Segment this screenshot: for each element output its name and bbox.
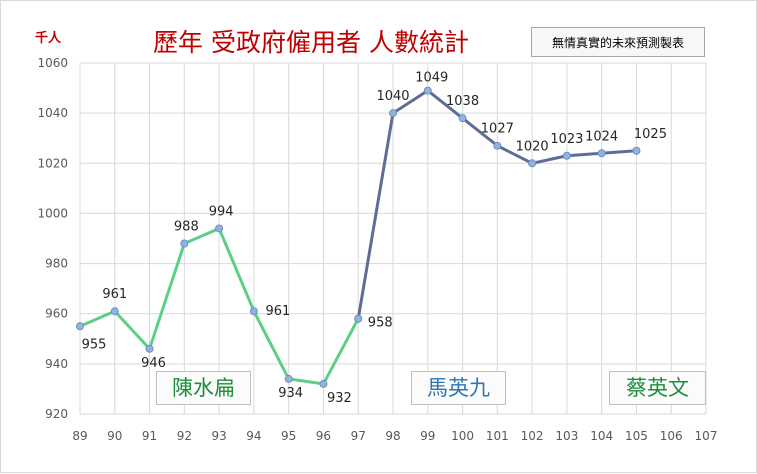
x-tick-label: 91 (142, 429, 157, 443)
data-point (597, 149, 606, 158)
x-tick-label: 98 (385, 429, 400, 443)
x-tick-label: 105 (625, 429, 648, 443)
data-point (284, 374, 293, 383)
data-label: 1040 (376, 89, 409, 104)
y-axis-unit-label: 千人 (35, 31, 62, 46)
x-tick-label: 107 (695, 429, 718, 443)
data-label: 958 (368, 316, 393, 331)
era-label-tsai: 蔡英文 (609, 371, 706, 405)
x-tick-label: 104 (590, 429, 613, 443)
x-tick-label: 100 (451, 429, 474, 443)
data-label: 955 (82, 337, 107, 352)
data-point (632, 146, 641, 155)
data-point (562, 151, 571, 160)
data-point (458, 114, 467, 123)
data-point (180, 239, 189, 248)
data-point (389, 109, 397, 118)
data-point (528, 159, 537, 168)
data-label: 1025 (634, 127, 667, 142)
data-point (145, 344, 154, 353)
data-label: 1027 (481, 122, 514, 137)
x-tick-label: 103 (555, 429, 578, 443)
y-tick-label: 940 (45, 357, 68, 371)
note-box: 無情真實的未來預測製表 (531, 27, 705, 57)
y-tick-label: 1040 (37, 106, 68, 120)
data-point (76, 322, 84, 331)
data-label: 1020 (516, 139, 549, 154)
x-tick-label: 95 (281, 429, 296, 443)
era-label-ma: 馬英九 (411, 371, 506, 405)
x-tick-label: 94 (246, 429, 261, 443)
data-label: 946 (141, 356, 166, 371)
x-tick-label: 102 (521, 429, 544, 443)
x-tick-label: 99 (420, 429, 435, 443)
chart-title: 歷年 受政府僱用者 人數統計 (153, 28, 469, 57)
data-label: 932 (327, 391, 352, 406)
data-label: 1038 (446, 94, 479, 109)
x-tick-label: 93 (211, 429, 226, 443)
data-point (319, 379, 328, 388)
x-tick-label: 97 (351, 429, 366, 443)
data-label: 1049 (415, 71, 448, 86)
data-label: 961 (265, 304, 290, 319)
y-tick-label: 1020 (37, 156, 68, 170)
x-tick-label: 106 (660, 429, 683, 443)
x-tick-label: 90 (107, 429, 122, 443)
data-point (249, 307, 258, 316)
data-label: 994 (209, 204, 234, 219)
data-point (110, 307, 119, 316)
data-label: 934 (278, 386, 303, 401)
data-point (493, 141, 502, 150)
x-tick-label: 101 (486, 429, 509, 443)
era-label-chen: 陳水扁 (156, 371, 251, 405)
x-tick-label: 96 (316, 429, 331, 443)
x-tick-label: 89 (72, 429, 87, 443)
data-label: 1024 (585, 129, 618, 144)
data-label: 988 (174, 220, 199, 235)
y-tick-label: 920 (45, 407, 68, 421)
data-point (215, 224, 224, 233)
data-point (354, 314, 363, 323)
data-label: 961 (102, 287, 127, 302)
data-point (423, 86, 432, 95)
x-tick-label: 92 (177, 429, 192, 443)
y-tick-label: 980 (45, 257, 68, 271)
data-label: 1023 (550, 132, 583, 147)
y-tick-label: 960 (45, 307, 68, 321)
y-tick-label: 1060 (37, 56, 68, 70)
y-tick-label: 1000 (37, 206, 68, 220)
